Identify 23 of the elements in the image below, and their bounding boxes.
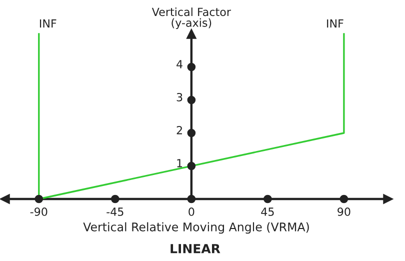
y-axis-title: Vertical Factor (y-axis)	[152, 8, 231, 30]
point	[340, 194, 348, 204]
x-tick-label: -45	[106, 208, 124, 216]
point	[187, 96, 196, 104]
point	[110, 194, 120, 204]
point	[187, 62, 196, 72]
x-axis-title: Vertical Relative Moving Angle (VRMA)	[83, 222, 309, 234]
x-tick-label: 0	[188, 208, 194, 216]
annotation: INF	[40, 19, 56, 28]
x-tick-label: -90	[30, 208, 48, 216]
x-tick-label: 45	[261, 208, 274, 216]
y-tick-label: 3	[176, 92, 182, 102]
y-tick-label: 2	[176, 126, 182, 134]
y-tick-label: 4	[176, 60, 182, 68]
point	[34, 194, 44, 204]
x-tick-label: 90	[338, 208, 350, 216]
point	[187, 194, 196, 204]
annotation: INF	[327, 19, 344, 28]
point	[264, 194, 272, 204]
point	[187, 162, 196, 170]
point	[187, 128, 196, 138]
text: LINEAR	[170, 244, 220, 254]
y-tick-label: 1	[177, 159, 182, 168]
